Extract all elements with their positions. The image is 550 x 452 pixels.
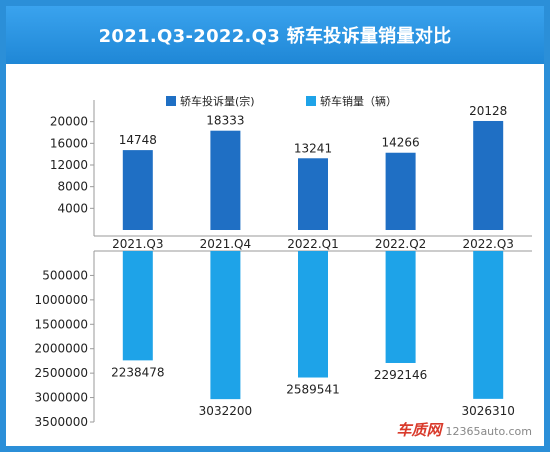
bar-chart: 4000 8000 12000 16000 20000 500000 1000000 1500…: [35, 94, 532, 429]
complaint-bar: [473, 120, 504, 230]
complaint-data-label: 14266: [382, 136, 420, 150]
upper-tick-label: 8000: [57, 180, 88, 194]
lower-tick-label: 2000000: [35, 342, 88, 356]
sales-data-label: 3026310: [461, 404, 514, 418]
sales-bar: [210, 251, 241, 400]
category-label: 2022.Q1: [287, 237, 338, 251]
complaint-data-label: 20128: [469, 104, 507, 118]
complaint-data-label: 13241: [294, 141, 332, 155]
lower-tick-label: 3500000: [35, 415, 88, 429]
complaint-bar: [298, 158, 328, 230]
complaint-data-label: 14748: [119, 133, 157, 147]
lower-tick-label: 1000000: [35, 293, 88, 307]
title-band: 2021.Q3-2022.Q3 轿车投诉量销量对比: [6, 6, 544, 64]
upper-tick-label: 16000: [50, 136, 88, 150]
category-label: 2021.Q4: [200, 237, 251, 251]
complaint-bar: [385, 152, 416, 230]
sales-bar: [473, 251, 504, 399]
complaint-data-label: 18333: [206, 114, 244, 128]
lower-tick-label: 2500000: [35, 366, 88, 380]
lower-tick-label: 3000000: [35, 391, 88, 405]
sales-bar: [385, 251, 416, 363]
legend-swatch: [166, 96, 176, 106]
sales-data-label: 3032200: [199, 404, 252, 418]
sales-bar: [298, 251, 328, 378]
lower-tick-label: 1500000: [35, 317, 88, 331]
legend-swatch: [306, 96, 316, 106]
sales-bar: [122, 251, 153, 361]
chart-title: 2021.Q3-2022.Q3 轿车投诉量销量对比: [98, 26, 452, 47]
complaint-bar: [122, 150, 153, 230]
sales-data-label: 2238478: [111, 365, 164, 379]
watermark-brand: 车质网: [396, 421, 442, 439]
category-label: 2022.Q2: [375, 237, 426, 251]
complaint-bar: [210, 130, 241, 230]
sales-data-label: 2589541: [286, 383, 339, 397]
watermark: 车质网 12365auto.com: [396, 419, 532, 440]
upper-tick-label: 4000: [57, 201, 88, 215]
watermark-url: 12365auto.com: [445, 425, 532, 438]
category-label: 2022.Q3: [462, 237, 513, 251]
legend-label: 轿车投诉量(宗): [180, 94, 255, 108]
sales-data-label: 2292146: [374, 368, 427, 382]
upper-tick-label: 20000: [50, 115, 88, 129]
upper-tick-label: 12000: [50, 158, 88, 172]
category-label: 2021.Q3: [112, 237, 163, 251]
legend-label: 轿车销量（辆）: [320, 94, 397, 108]
lower-tick-label: 500000: [42, 268, 88, 282]
